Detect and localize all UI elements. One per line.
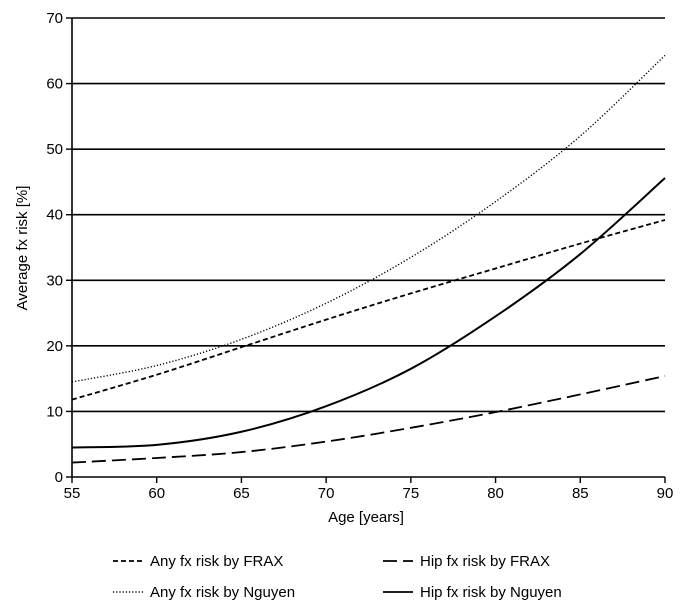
x-tick-label: 60 bbox=[148, 485, 165, 502]
x-tick-label: 55 bbox=[64, 485, 81, 502]
axes bbox=[71, 18, 665, 478]
legend-label: Hip fx risk by Nguyen bbox=[420, 584, 562, 601]
x-axis-ticks: 55 60 65 70 75 80 85 90 bbox=[64, 477, 674, 502]
series-line-3 bbox=[71, 54, 666, 383]
x-tick-label: 75 bbox=[403, 485, 420, 502]
legend-item: Any fx risk by Nguyen bbox=[113, 584, 295, 601]
series-lines bbox=[71, 54, 666, 464]
legend-label: Any fx risk by Nguyen bbox=[150, 584, 295, 601]
y-tick-label: 40 bbox=[46, 207, 63, 224]
y-tick-label: 50 bbox=[46, 141, 63, 158]
x-tick-label: 70 bbox=[318, 485, 335, 502]
legend: Any fx risk by FRAX Hip fx risk by FRAX An… bbox=[113, 553, 562, 601]
gridlines bbox=[72, 17, 665, 413]
y-tick-label: 60 bbox=[46, 76, 63, 93]
legend-label: Any fx risk by FRAX bbox=[150, 553, 283, 570]
series-line-1 bbox=[71, 219, 666, 401]
y-tick-label: 0 bbox=[55, 469, 63, 486]
legend-item: Hip fx risk by FRAX bbox=[383, 553, 550, 570]
legend-label: Hip fx risk by FRAX bbox=[420, 553, 550, 570]
y-tick-label: 70 bbox=[46, 10, 63, 27]
y-tick-label: 20 bbox=[46, 338, 63, 355]
x-tick-label: 85 bbox=[572, 485, 589, 502]
x-tick-label: 65 bbox=[233, 485, 250, 502]
y-axis-ticks: 0 10 20 30 40 50 60 70 bbox=[46, 10, 72, 486]
series-line-4 bbox=[71, 177, 666, 449]
x-tick-label: 80 bbox=[487, 485, 504, 502]
y-tick-label: 30 bbox=[46, 272, 63, 289]
x-tick-label: 90 bbox=[657, 485, 674, 502]
legend-item: Any fx risk by FRAX bbox=[113, 553, 283, 570]
legend-item: Hip fx risk by Nguyen bbox=[383, 584, 562, 601]
series-line-2 bbox=[71, 375, 666, 464]
x-axis-label: Age [years] bbox=[328, 509, 404, 526]
y-tick-label: 10 bbox=[46, 403, 63, 420]
y-axis-label: Average fx risk [%] bbox=[14, 186, 31, 311]
